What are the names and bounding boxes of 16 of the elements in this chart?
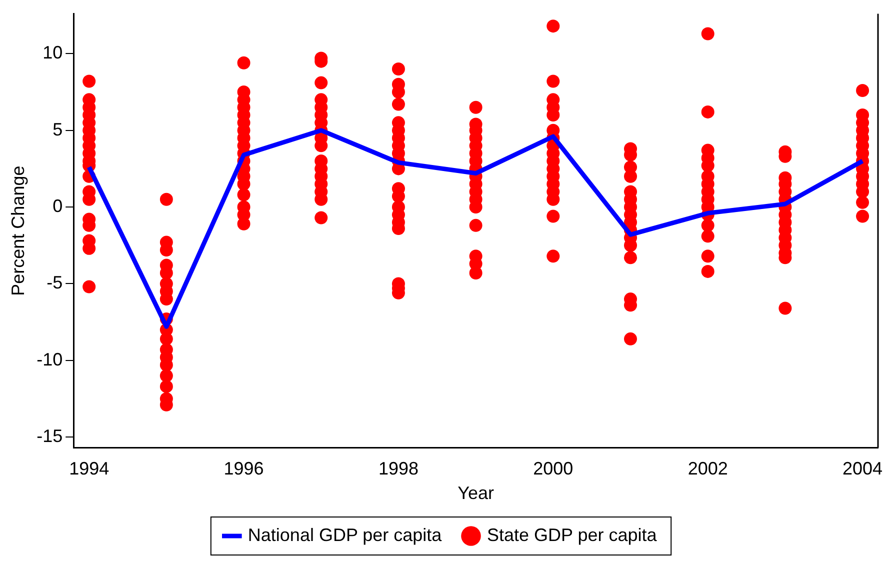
x-tick-label: 1994 xyxy=(69,458,110,479)
y-tick-label: -15 xyxy=(36,426,63,446)
legend-label: National GDP per capita xyxy=(248,524,443,545)
y-tick-label: 5 xyxy=(52,119,63,140)
y-tick-label: -5 xyxy=(46,272,63,293)
y-axis-title: Percent Change xyxy=(8,166,28,296)
x-tick-label: 1996 xyxy=(224,458,264,479)
x-tick-label: 2002 xyxy=(688,458,728,479)
x-tick-label: 2000 xyxy=(533,458,574,479)
legend-label: State GDP per capita xyxy=(487,524,658,545)
x-tick-label: 2004 xyxy=(842,458,883,479)
y-tick-label: 0 xyxy=(52,196,63,216)
y-tick-label: 10 xyxy=(42,42,63,63)
x-axis-title: Year xyxy=(458,483,494,504)
x-tick-label: 1998 xyxy=(378,458,418,479)
y-tick-label: -10 xyxy=(36,349,63,370)
